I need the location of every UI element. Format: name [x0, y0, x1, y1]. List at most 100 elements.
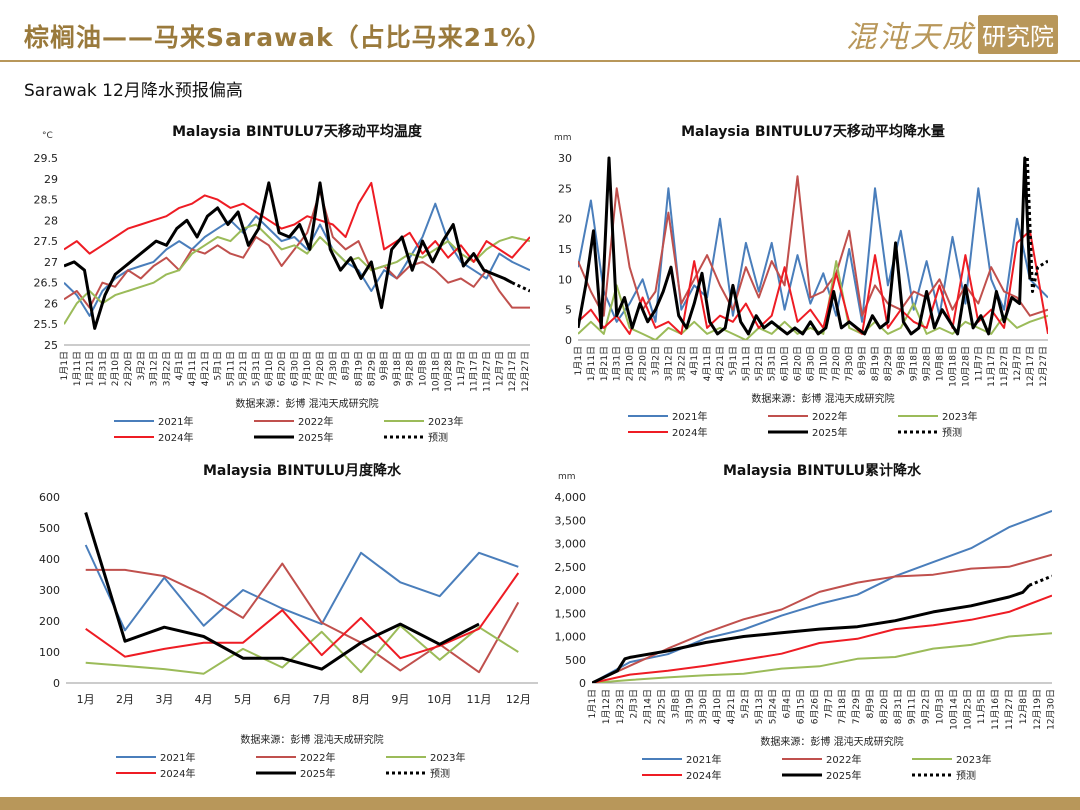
series-line-y2022 — [85, 562, 520, 674]
x-tick-label: 3月22日 — [161, 351, 172, 386]
series-line-y2024 — [64, 181, 530, 263]
data-source: 数据来源：彭博 混沌天成研究院 — [751, 392, 894, 405]
y-tick-label: 10 — [558, 273, 572, 286]
y-tick-label: 4,000 — [555, 491, 587, 504]
x-tick-label: 6月10日 — [780, 346, 791, 381]
x-tick-label: 7月20日 — [315, 351, 326, 386]
x-tick-label: 5月2日 — [740, 689, 751, 718]
x-tick-label: 8月9日 — [857, 346, 868, 375]
legend-label-y2024: 2024年 — [672, 426, 707, 439]
legend-label-y2021: 2021年 — [686, 753, 721, 766]
slide-subtitle: Sarawak 12月降水预报偏高 — [24, 81, 243, 101]
x-tick-label: 3月22日 — [676, 346, 687, 381]
x-tick-label: 11月7日 — [973, 346, 984, 381]
x-tick-label: 10月8日 — [935, 346, 946, 381]
series-line-y2023 — [64, 223, 530, 325]
y-tick-label: 26 — [44, 297, 58, 310]
x-tick-label: 1月31日 — [97, 351, 108, 386]
x-tick-label: 5月31日 — [251, 351, 262, 386]
header-divider — [0, 60, 1080, 62]
x-tick-label: 10月18日 — [947, 346, 958, 387]
series-line-y2023 — [578, 260, 1048, 340]
x-tick-label: 3月12日 — [149, 351, 160, 386]
y-tick-label: 3,500 — [555, 514, 587, 527]
header: 棕榈油——马来Sarawak（占比马来21%） 混沌天成 研究院 — [0, 0, 1080, 62]
y-tick-label: 5 — [565, 304, 572, 317]
temperature-chart: Malaysia BINTULU7天移动平均温度 °C 25 25.5 26 26.5 27… — [34, 123, 531, 444]
legend-label-forecast: 预测 — [942, 426, 962, 439]
x-tick-label: 8月 — [352, 693, 370, 706]
x-tick-label: 1月11日 — [72, 351, 83, 386]
y-tick-label: 100 — [39, 646, 60, 659]
x-tick-label: 2月3日 — [629, 689, 640, 718]
x-tick-label: 8月31日 — [893, 689, 904, 724]
x-tick-label: 1月23日 — [615, 689, 626, 724]
x-tick-label: 6月20日 — [793, 346, 804, 381]
logo-box-text: 研究院 — [978, 14, 1058, 54]
legend-label-y2023: 2023年 — [956, 753, 991, 766]
x-tick-label: 10月25日 — [962, 689, 973, 730]
x-tick-label: 10月28日 — [960, 346, 971, 387]
series-line-y2024 — [592, 594, 1052, 683]
x-tick-label: 12月7日 — [1012, 346, 1023, 381]
x-tick-label: 12月17日 — [1025, 346, 1036, 387]
x-tick-label: 11月17日 — [469, 351, 480, 392]
y-tick-label: 1,000 — [555, 631, 587, 644]
series-line-y2024 — [578, 229, 1048, 335]
x-tick-label: 10月3日 — [935, 689, 946, 724]
series-line-y2021 — [592, 509, 1052, 683]
legend-label-y2021: 2021年 — [672, 410, 707, 423]
series-line-y2024 — [85, 572, 520, 660]
x-tick-label: 12月8日 — [1018, 689, 1029, 724]
y-tick-label: 25.5 — [34, 318, 59, 331]
x-tick-label: 12月30日 — [1046, 689, 1057, 730]
legend-label-y2022: 2022年 — [812, 410, 847, 423]
x-tick-label: 8月29日 — [366, 351, 377, 386]
y-tick-label: 3,000 — [555, 538, 587, 551]
x-tick-label: 6月20日 — [277, 351, 288, 386]
x-tick-label: 3月2日 — [650, 346, 661, 375]
legend-label-y2024: 2024年 — [160, 767, 195, 780]
y-tick-label: 400 — [39, 553, 60, 566]
x-tick-label: 4月1日 — [174, 351, 185, 380]
x-tick-label: 6月15日 — [796, 689, 807, 724]
y-tick-label: 2,000 — [555, 584, 587, 597]
chart-title: Malaysia BINTULU7天移动平均温度 — [172, 123, 423, 140]
series-line-y2025 — [592, 584, 1031, 683]
legend-label-y2021: 2021年 — [160, 751, 195, 764]
x-tick-label: 11月7日 — [456, 351, 467, 386]
x-tick-label: 1月1日 — [587, 689, 598, 718]
data-source: 数据来源：彭博 混沌天成研究院 — [240, 733, 383, 746]
y-tick-label: 29 — [44, 173, 58, 186]
x-tick-label: 12月7日 — [494, 351, 505, 386]
y-unit-label: mm — [558, 472, 576, 482]
x-tick-label: 5月11日 — [741, 346, 752, 381]
y-unit-label: °C — [42, 131, 53, 141]
legend-label-forecast: 预测 — [956, 769, 976, 782]
legend-label-y2024: 2024年 — [686, 769, 721, 782]
x-tick-label: 6月30日 — [289, 351, 300, 386]
x-tick-label: 2月 — [116, 693, 134, 706]
x-tick-label: 3月2日 — [136, 351, 147, 380]
legend-label-y2022: 2022年 — [300, 751, 335, 764]
x-tick-label: 1月21日 — [85, 351, 96, 386]
x-tick-label: 6月26日 — [809, 689, 820, 724]
x-tick-label: 1月1日 — [59, 351, 70, 380]
x-tick-label: 10月 — [427, 693, 452, 706]
logo-text: 混沌天成 — [846, 20, 974, 55]
x-tick-label: 3月30日 — [698, 689, 709, 724]
x-tick-label: 5月13日 — [754, 689, 765, 724]
x-tick-label: 5月24日 — [768, 689, 779, 724]
legend-label-y2025: 2025年 — [298, 431, 333, 444]
legend-label-y2023: 2023年 — [942, 410, 977, 423]
rainfall-7day-chart: Malaysia BINTULU7天移动平均降水量 mm 0 5 10 15 20 25 30 1… — [554, 123, 1049, 439]
y-tick-label: 29.5 — [34, 152, 59, 165]
x-tick-label: 3月8日 — [670, 689, 681, 718]
y-tick-label: 15 — [558, 243, 572, 256]
x-tick-label: 6月10日 — [264, 351, 275, 386]
x-tick-label: 10月28日 — [443, 351, 454, 392]
legend-label-y2022: 2022年 — [826, 753, 861, 766]
data-source: 数据来源：彭博 混沌天成研究院 — [760, 735, 903, 748]
x-tick-label: 5月21日 — [238, 351, 249, 386]
series-line-y2023 — [85, 624, 519, 675]
